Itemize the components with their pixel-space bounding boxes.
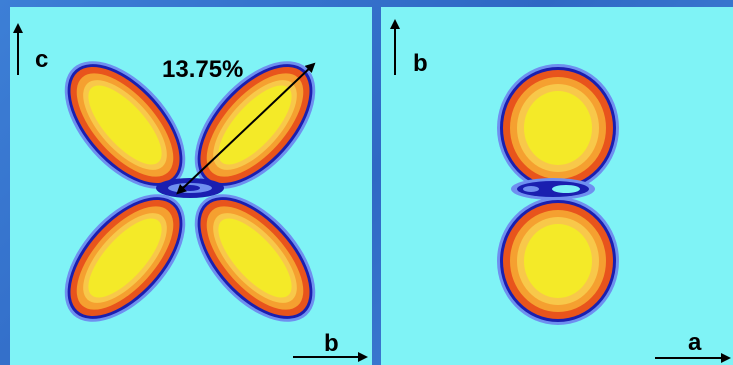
left-density-panel: c b 13.75%: [10, 7, 372, 365]
lobe-upper-left: [64, 61, 186, 189]
a-axis-label: a: [688, 329, 702, 356]
measurement-label: 13.75%: [162, 56, 243, 83]
b-axis-label: b: [413, 50, 428, 77]
measurement-arrow: [176, 62, 316, 195]
right-density-map: b a: [390, 19, 731, 363]
c-axis-label: c: [35, 46, 48, 73]
lobe-lower: [497, 197, 619, 325]
lobe-lower-left: [64, 194, 186, 322]
center-node: [511, 178, 595, 200]
lobe-upper: [497, 64, 619, 192]
lobe-lower-right: [194, 194, 316, 322]
left-density-map: c b 13.75%: [13, 23, 368, 362]
b-axis-label: b: [324, 330, 339, 357]
right-density-panel: b a: [381, 7, 733, 365]
